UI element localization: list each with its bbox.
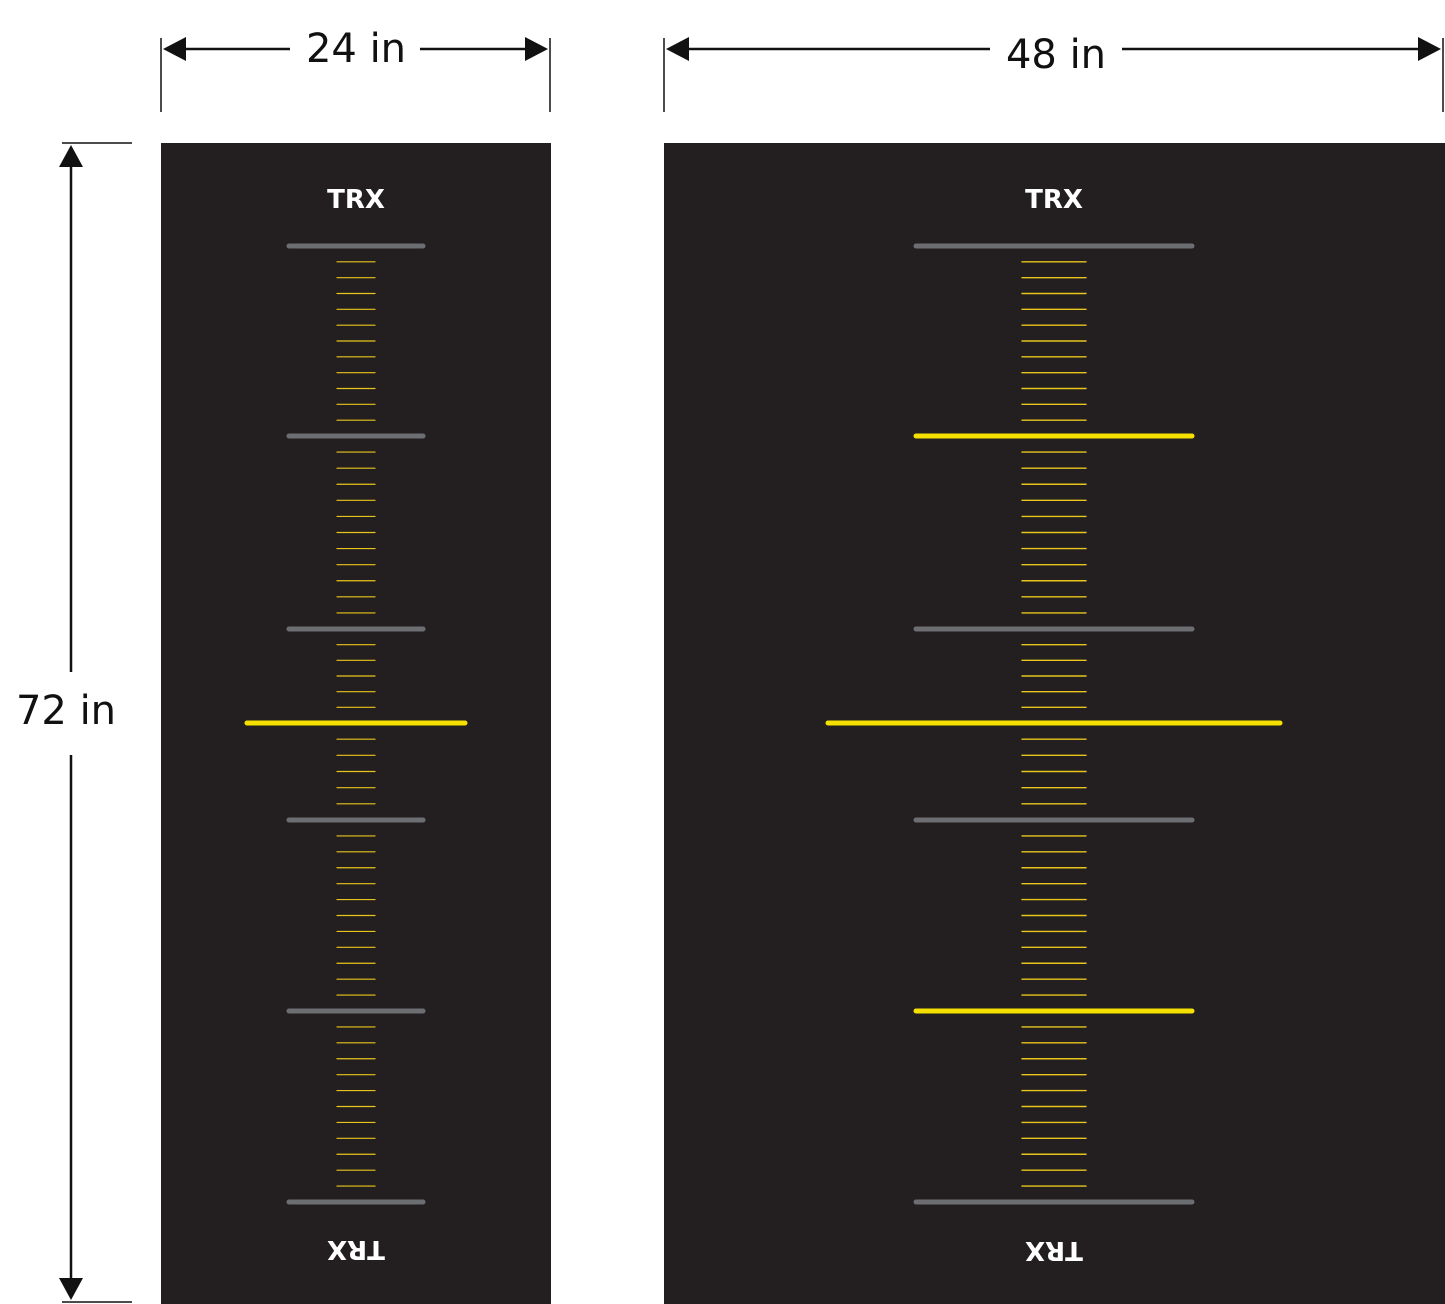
marker-bars (244, 243, 468, 1205)
height-dimension: 72 in (16, 142, 132, 1303)
logo-top: TRX (1025, 185, 1083, 215)
arrow-down-icon (59, 1278, 83, 1300)
mat-small: TRX TRX (161, 143, 551, 1304)
arrow-right-icon (525, 37, 548, 61)
logo-top: TRX (327, 185, 385, 215)
tick-scale (1021, 261, 1087, 1187)
svg-text:TRX: TRX (1025, 1235, 1083, 1265)
width-dimension-small: 24 in (160, 26, 551, 112)
mat-large: TRX TRX (664, 143, 1445, 1304)
logo-bottom: TRX (1025, 1235, 1083, 1265)
arrow-left-icon (666, 37, 689, 61)
arrow-left-icon (163, 37, 186, 61)
arrow-up-icon (59, 145, 83, 167)
logo-bottom: TRX (327, 1234, 385, 1264)
height-label: 72 in (16, 688, 116, 734)
width-dimension-large: 48 in (663, 32, 1444, 112)
width-label-small: 24 in (306, 26, 406, 72)
marker-bars (825, 243, 1283, 1205)
tick-scale (336, 261, 376, 1187)
width-label-large: 48 in (1006, 32, 1106, 78)
arrow-right-icon (1418, 37, 1441, 61)
svg-text:TRX: TRX (327, 1234, 385, 1264)
